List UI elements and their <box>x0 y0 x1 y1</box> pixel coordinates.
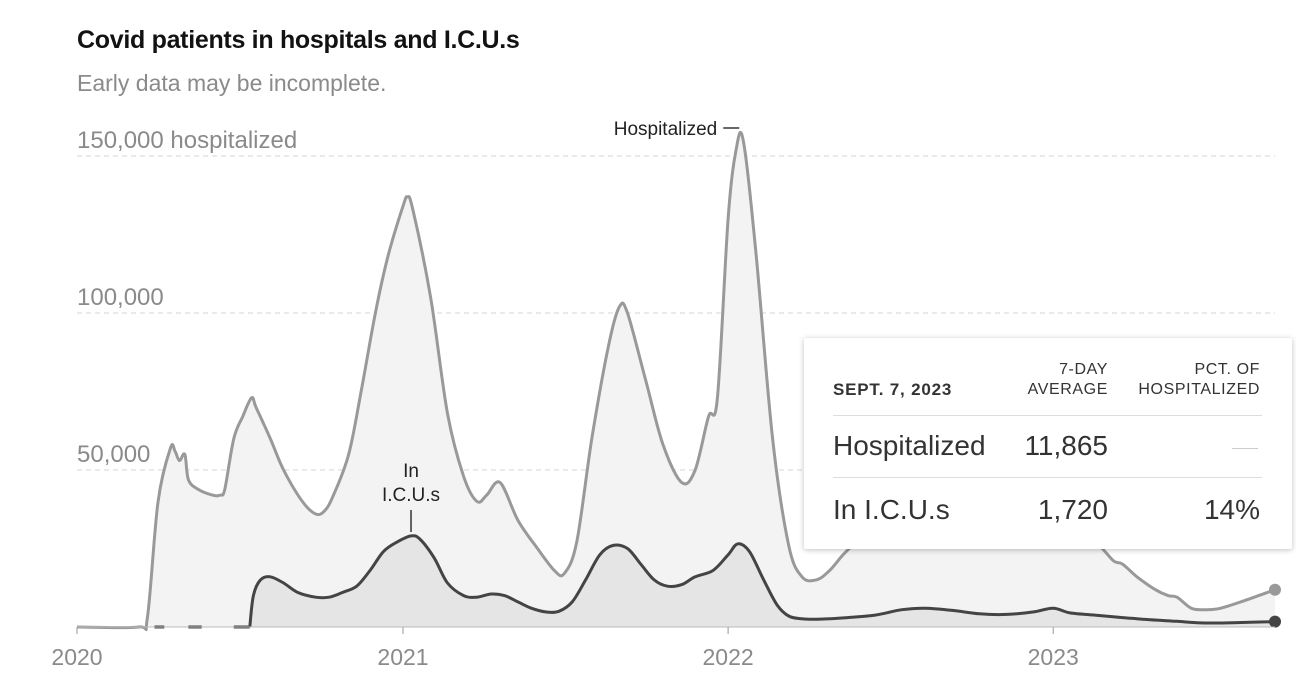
tooltip-col-pct: PCT. OF HOSPITALIZED <box>1138 360 1260 400</box>
tooltip-col-average-line2: AVERAGE <box>1027 381 1108 398</box>
tooltip-divider <box>833 477 1262 478</box>
chart-subtitle: Early data may be incomplete. <box>77 70 387 96</box>
chart-title: Covid patients in hospitals and I.C.U.s <box>77 26 520 54</box>
hospitalized-annotation: Hospitalized <box>614 119 718 140</box>
tooltip-row-value: 11,865 <box>1024 430 1108 461</box>
x-tick-label: 2020 <box>51 644 102 670</box>
y-tick-label: 100,000 <box>77 284 164 311</box>
hospitalized-area <box>77 132 1275 630</box>
x-tick-label: 2023 <box>1028 644 1079 670</box>
tooltip-row-pct-empty <box>1232 448 1258 449</box>
icu-endpoint <box>1269 615 1281 628</box>
icu-annotation-line1: In <box>403 461 419 482</box>
icu-annotation-line2: I.C.U.s <box>382 485 440 506</box>
x-tick-label: 2022 <box>703 644 754 670</box>
icu-area <box>249 535 1276 627</box>
tooltip-card: SEPT. 7, 2023 7-DAY AVERAGE PCT. OF HOSP… <box>804 338 1292 549</box>
tooltip-row-label: In I.C.U.s <box>833 494 950 525</box>
areas <box>77 132 1276 630</box>
y-tick-label: 150,000 hospitalized <box>77 127 297 154</box>
annotations: Hospitalized In I.C.U.s <box>382 119 740 532</box>
y-tick-label: 50,000 <box>77 441 150 468</box>
x-axis <box>76 626 1275 634</box>
hospitalized-endpoint <box>1269 583 1281 596</box>
tooltip-date: SEPT. 7, 2023 <box>833 380 953 399</box>
tooltip-row-pct: 14% <box>1203 494 1260 525</box>
tooltip-col-pct-line2: HOSPITALIZED <box>1138 381 1260 398</box>
icu-line <box>248 534 1276 628</box>
tooltip-col-average-line1: 7-DAY <box>1059 361 1108 378</box>
tooltip-col-pct-line1: PCT. OF <box>1194 361 1260 378</box>
tooltip-row-label: Hospitalized <box>833 430 986 461</box>
tooltip-row-value: 1,720 <box>1037 494 1108 525</box>
tooltip-divider <box>833 415 1262 416</box>
tick-labels: 50,000 100,000 150,000 hospitalized 2020 202… <box>51 127 1078 670</box>
tooltip-col-average: 7-DAY AVERAGE <box>1028 360 1108 400</box>
x-tick-label: 2021 <box>377 644 428 670</box>
